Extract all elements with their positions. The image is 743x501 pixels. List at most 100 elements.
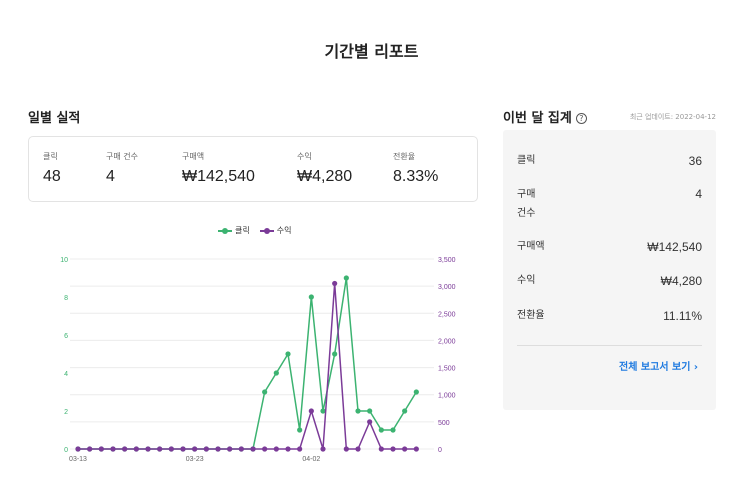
legend-marker-revenue xyxy=(259,227,274,234)
stat-label: 수익 xyxy=(297,152,312,161)
stat-value: 48 xyxy=(43,168,61,185)
summary-divider xyxy=(517,345,702,346)
data-point-revenue xyxy=(262,446,268,452)
data-point-revenue xyxy=(168,446,174,452)
summary-label: 클릭 xyxy=(517,155,536,166)
data-point-revenue xyxy=(87,446,93,452)
data-point-revenue xyxy=(203,446,209,452)
data-point-revenue xyxy=(378,446,384,452)
stat-label: 전환율 xyxy=(393,152,416,161)
legend-label: 클릭 xyxy=(235,226,250,235)
y-right-tick-label: 1,000 xyxy=(438,393,456,400)
data-point-clicks xyxy=(273,370,279,376)
stat-label: 클릭 xyxy=(43,152,58,161)
legend-item-revenue[interactable]: 수익 xyxy=(259,225,292,236)
y-right-tick-label: 0 xyxy=(438,447,442,454)
data-point-revenue xyxy=(192,446,198,452)
stat-conversion-rate: 전환율 8.33% xyxy=(393,151,438,186)
help-icon[interactable]: ? xyxy=(575,113,587,124)
summary-value: 11.11% xyxy=(663,309,702,323)
summary-value: 36 xyxy=(688,154,702,168)
data-point-revenue xyxy=(413,446,419,452)
daily-performance-chart: 0 500 1,000 1,500 2,000 2,500 3,000 3,500 0 2 4 6 8 1… xyxy=(60,257,456,463)
y-right-tick-label: 3,000 xyxy=(438,284,456,291)
data-point-revenue xyxy=(390,446,396,452)
data-point-revenue xyxy=(75,446,81,452)
data-point-revenue xyxy=(320,446,326,452)
data-point-clicks xyxy=(343,275,349,281)
data-point-revenue xyxy=(273,446,279,452)
data-point-clicks xyxy=(355,408,361,414)
stat-label: 구매액 xyxy=(182,152,205,161)
full-report-link[interactable]: 전체 보고서 보기 › xyxy=(619,362,698,373)
stat-purchase-amount: 구매액 ₩142,540 xyxy=(182,151,255,186)
summary-label: 구매 건수 xyxy=(517,189,536,219)
data-point-revenue xyxy=(367,419,373,425)
monthly-summary-card: 클릭 36 구매 건수 4 구매액 ₩142,540 수익 ₩4,280 전환율… xyxy=(503,130,716,410)
data-point-clicks xyxy=(262,389,268,395)
data-point-revenue xyxy=(133,446,139,452)
data-point-revenue xyxy=(98,446,104,452)
stat-revenue: 수익 ₩4,280 xyxy=(297,151,352,186)
series-line-clicks xyxy=(78,277,417,450)
data-point-clicks xyxy=(390,427,396,433)
summary-value: 4 xyxy=(695,187,702,201)
data-point-clicks xyxy=(285,351,291,357)
data-point-revenue xyxy=(285,446,291,452)
daily-stats-card: 클릭 48 구매 건수 4 구매액 ₩142,540 수익 ₩4,280 전환율… xyxy=(28,136,478,202)
stat-clicks: 클릭 48 xyxy=(43,151,61,186)
summary-label: 구매액 xyxy=(517,241,545,252)
legend-marker-clicks xyxy=(218,227,232,234)
data-point-revenue xyxy=(297,446,303,452)
y-left-tick-label: 6 xyxy=(64,333,68,340)
data-point-revenue xyxy=(250,446,256,452)
data-point-clicks xyxy=(367,408,373,414)
data-point-revenue xyxy=(110,446,116,452)
y-right-tick-label: 3,500 xyxy=(438,257,456,264)
page-title: 기간별 리포트 xyxy=(324,42,419,61)
data-point-revenue xyxy=(402,446,408,452)
data-point-clicks xyxy=(378,427,384,433)
data-point-revenue xyxy=(355,446,361,452)
legend-item-clicks[interactable]: 클릭 xyxy=(218,225,250,236)
y-right-tick-label: 500 xyxy=(438,420,450,427)
data-point-revenue xyxy=(308,408,314,414)
data-point-revenue xyxy=(145,446,151,452)
x-tick-label: 03-13 xyxy=(69,456,87,463)
data-point-revenue xyxy=(238,446,244,452)
y-left-tick-label: 10 xyxy=(60,257,68,264)
summary-label: 수익 xyxy=(517,275,536,286)
data-point-revenue xyxy=(332,280,338,287)
data-point-revenue xyxy=(215,446,221,452)
stat-value: 8.33% xyxy=(393,168,439,185)
stat-label: 구매 건수 xyxy=(106,152,138,161)
monthly-summary-title: 이번 달 집계? xyxy=(503,107,587,126)
stat-value: ₩142,540 xyxy=(182,168,255,185)
stat-purchase-count: 구매 건수 4 xyxy=(106,151,138,186)
summary-value: ₩142,540 xyxy=(647,240,702,254)
y-left-tick-label: 2 xyxy=(64,409,68,416)
monthly-summary-title-text: 이번 달 집계 xyxy=(503,111,572,126)
data-point-clicks xyxy=(308,294,314,300)
y-left-tick-label: 4 xyxy=(64,371,68,378)
x-tick-label: 04-02 xyxy=(302,456,320,463)
y-right-tick-label: 2,000 xyxy=(438,338,456,345)
summary-value: ₩4,280 xyxy=(660,274,702,288)
data-point-clicks xyxy=(413,389,419,395)
y-left-tick-label: 8 xyxy=(64,295,68,302)
data-point-clicks xyxy=(402,408,408,414)
last-updated: 최근 업데이트: 2022-04-12 xyxy=(629,113,716,121)
data-point-revenue xyxy=(227,446,233,452)
chart-legend: 클릭 수익 xyxy=(218,225,291,236)
data-point-clicks xyxy=(320,408,326,414)
stat-value: 4 xyxy=(106,168,115,185)
series-line-revenue xyxy=(78,283,417,450)
data-point-revenue xyxy=(180,446,186,452)
data-point-revenue xyxy=(157,446,163,452)
y-right-tick-label: 2,500 xyxy=(438,311,456,318)
y-right-tick-label: 1,500 xyxy=(438,366,456,373)
stat-value: ₩4,280 xyxy=(297,168,353,185)
data-point-revenue xyxy=(343,446,349,452)
y-left-tick-label: 0 xyxy=(64,447,68,454)
legend-label: 수익 xyxy=(276,226,292,235)
